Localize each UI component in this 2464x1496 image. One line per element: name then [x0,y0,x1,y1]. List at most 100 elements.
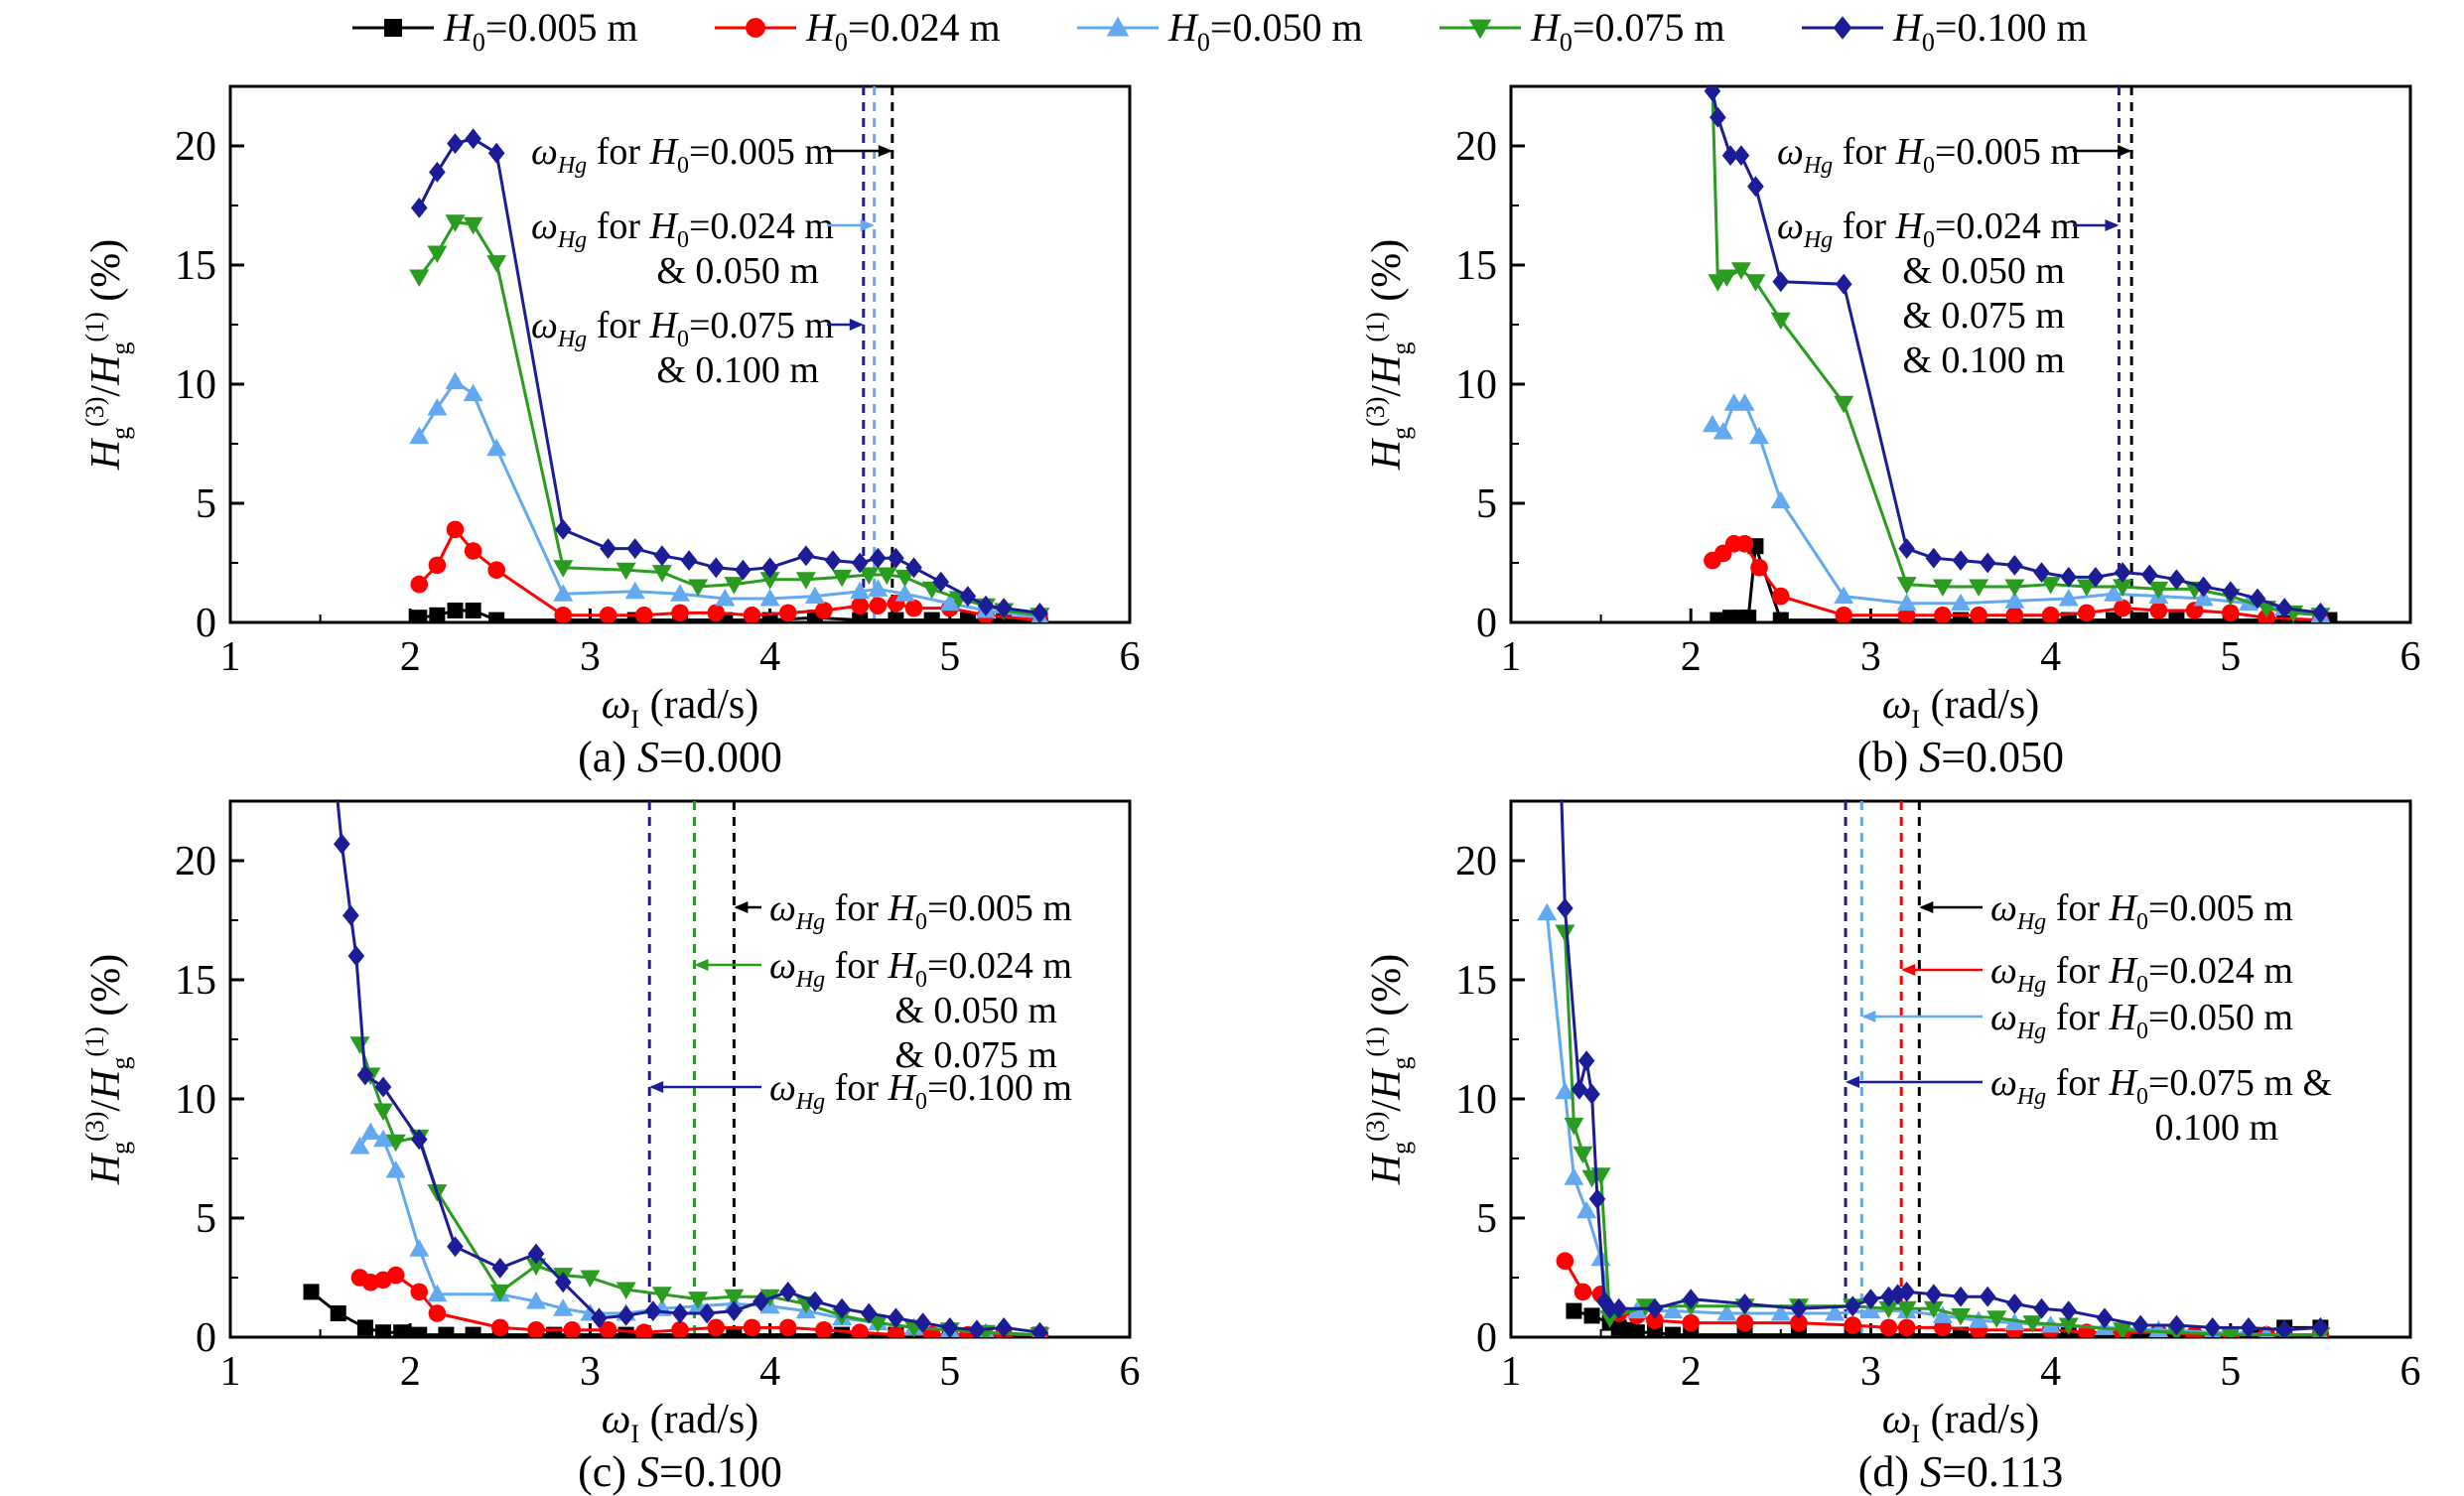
data-point [1934,1318,1952,1337]
data-point [2249,588,2266,610]
annotation-omega: ω [531,205,558,247]
data-point [2005,607,2024,622]
y-tick-label: 20 [175,839,216,884]
x-tick-label: 6 [2400,1349,2421,1395]
annotation-h-sub: 0 [2136,909,2148,935]
annotation-omega: ω [1777,131,1804,173]
data-point [1932,579,1953,597]
data-point [1970,607,1987,622]
annotation-line: ωHg for H0=0.075 m [531,305,834,352]
data-point [2058,1317,2079,1335]
legend-marker [1468,19,1492,40]
data-point [1556,1252,1574,1270]
data-point [815,602,833,619]
data-point [715,589,736,607]
legend-h-sub: 0 [1197,28,1210,57]
caption-value: =0.100 [659,1447,782,1496]
annotation-for: for [587,131,649,173]
x-axis-label: ωI (rad/s) [1882,682,2039,734]
data-point [1555,924,1575,942]
data-point [707,604,726,622]
y-tick-label: 5 [1476,481,1497,527]
data-point [2040,577,2061,595]
y-tick-label: 0 [196,1315,216,1361]
x-tick-label: 2 [1681,634,1702,680]
data-point [1750,559,1768,577]
y-tick-label: 10 [1455,362,1497,408]
annotation: ωHg for H0=0.005 m [531,131,892,179]
data-point [743,607,761,622]
data-point [438,1326,455,1337]
data-point [868,1315,889,1333]
data-point [526,1258,547,1276]
data-point [634,1323,653,1337]
data-point [1583,1083,1600,1105]
legend-h-sub: 0 [473,28,485,57]
data-point [1577,1050,1595,1071]
annotation-omega-sub: Hg [795,967,825,993]
series-group [303,801,1050,1337]
data-point [1897,1318,1916,1337]
y-label-g-sub: g [1387,427,1416,440]
data-point [411,610,428,622]
x-tick-label: 6 [2400,634,2421,680]
data-point [410,575,429,594]
annotation-value: =0.100 m [927,1067,1072,1109]
data-point [2060,612,2077,622]
annotation-line: ωHg for H0=0.024 m [769,945,1072,993]
data-point [1646,1311,1664,1329]
annotation-line: & 0.100 m [1902,340,2065,381]
data-point [334,833,350,855]
data-point [375,1324,392,1337]
data-point [832,569,853,588]
data-point [726,1300,743,1321]
annotation-omega-sub: Hg [2016,972,2046,998]
data-point [1925,1284,1943,1305]
annotation: ωHg for H0=0.050 m [1861,997,2293,1044]
data-point [1772,587,1790,606]
annotation-omega: ω [531,131,558,173]
data-point [600,538,616,559]
data-point [410,1283,429,1301]
legend-h-sub: 0 [835,28,848,57]
data-point [347,945,365,967]
legend-marker [1106,16,1130,37]
data-point [724,1289,745,1307]
y-axis-label: Hg(3)/Hg(1) (%) [80,954,135,1185]
annotation: ωHg for H0=0.075 m& 0.100 m [531,305,864,391]
data-point [939,593,960,612]
x-tick-label: 1 [220,634,241,680]
y-label-h2: H [1364,1067,1410,1101]
x-label-unit: (rad/s) [639,1397,758,1442]
data-point [707,557,725,579]
data-point [1772,271,1790,293]
annotation-omega-sub: Hg [2016,1084,2046,1110]
data-point [977,595,995,616]
annotation-omega: ω [531,305,558,346]
annotation-line: ωHg for H0=0.024 m [1777,205,2080,253]
data-point [905,557,922,579]
data-point [959,612,976,622]
y-label-g-sub2: g [106,342,135,355]
legend-h-sub: 0 [1922,28,1935,57]
caption-value: =0.113 [1942,1447,2063,1496]
caption-value: =0.000 [659,733,782,781]
x-tick-label: 3 [1860,634,1881,680]
data-point [1736,1293,1753,1314]
data-point [1716,269,1737,287]
data-point [491,1318,509,1337]
data-point [1031,603,1048,622]
x-label-omega: ω [602,1397,631,1442]
data-point [1834,395,1854,414]
data-point [1740,610,1757,622]
legend-entry: H0=0.005 m [352,5,638,57]
x-tick-label: 5 [939,1349,960,1395]
annotation-value: =0.075 m & [2148,1062,2332,1104]
annotation: ωHg for H0=0.024 m& 0.050 m& 0.075 m [694,945,1072,1076]
annotation-for: for [825,945,888,987]
data-point [1665,1326,1682,1337]
data-point [2222,604,2240,622]
annotation-omega-sub: Hg [795,909,825,935]
